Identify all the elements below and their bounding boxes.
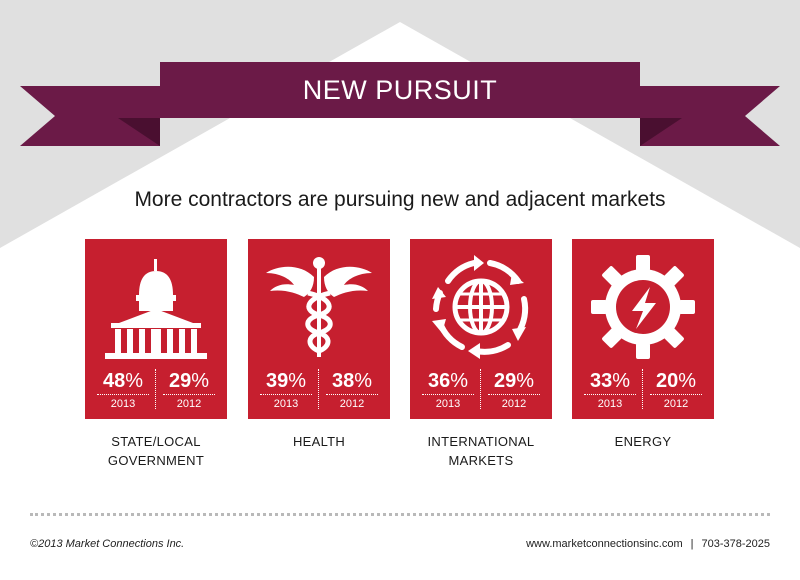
year-label: 2013 <box>584 394 636 411</box>
stat-2012: 29% 2012 <box>157 369 221 411</box>
market-label-energy: ENERGY <box>563 432 723 451</box>
market-card-international: 36% 2013 29% 2012 <box>410 239 552 419</box>
percent-unit: % <box>191 370 210 392</box>
label-line: HEALTH <box>292 434 346 449</box>
caduceus-icon <box>266 257 372 357</box>
label-line: ENERGY <box>614 434 672 449</box>
stat-2012: 38% 2012 <box>320 369 384 411</box>
percent-value: 20 <box>655 370 679 392</box>
stats: 39% 2013 38% 2012 <box>248 369 390 415</box>
capitol-building-icon <box>105 259 207 359</box>
label-line: MARKETS <box>448 453 514 468</box>
stat-divider <box>642 369 643 409</box>
percent-value: 29 <box>168 370 192 392</box>
market-card-health: 39% 2013 38% 2012 <box>248 239 390 419</box>
percent-value: 48 <box>102 370 126 392</box>
stats: 48% 2013 29% 2012 <box>85 369 227 415</box>
market-label-international: INTERNATIONAL MARKETS <box>401 432 561 470</box>
stat-2013: 33% 2013 <box>578 369 642 411</box>
subtitle: More contractors are pursuing new and ad… <box>134 188 666 211</box>
website-link[interactable]: www.marketconnectionsinc.com <box>526 538 683 550</box>
year-label: 2012 <box>488 394 540 411</box>
percent-unit: % <box>678 370 697 392</box>
percent-unit: % <box>516 370 535 392</box>
year-label: 2013 <box>260 394 312 411</box>
year-label: 2013 <box>422 394 474 411</box>
label-line: INTERNATIONAL <box>427 434 535 449</box>
stat-2012: 29% 2012 <box>482 369 546 411</box>
footer-contact: www.marketconnectionsinc.com | 703-378-202… <box>526 538 770 550</box>
globe-arrows-icon <box>432 255 529 359</box>
stat-2013: 48% 2013 <box>91 369 155 411</box>
footer-separator: | <box>690 538 694 550</box>
year-label: 2013 <box>97 394 149 411</box>
percent-unit: % <box>450 370 469 392</box>
percent-unit: % <box>125 370 144 392</box>
year-label: 2012 <box>650 394 702 411</box>
footer-divider <box>30 513 770 516</box>
stat-divider <box>480 369 481 409</box>
percent-value: 38 <box>331 370 355 392</box>
stat-2013: 39% 2013 <box>254 369 318 411</box>
percent-unit: % <box>288 370 307 392</box>
market-label-state-local: STATE/LOCAL GOVERNMENT <box>76 432 236 470</box>
banner-title: NEW PURSUIT <box>302 75 498 105</box>
label-line: STATE/LOCAL <box>111 434 201 449</box>
label-line: GOVERNMENT <box>107 453 205 468</box>
stat-2013: 36% 2013 <box>416 369 480 411</box>
market-label-health: HEALTH <box>239 432 399 451</box>
percent-value: 39 <box>265 370 289 392</box>
percent-unit: % <box>612 370 631 392</box>
market-card-energy: 33% 2013 20% 2012 <box>572 239 714 419</box>
stats: 33% 2013 20% 2012 <box>572 369 714 415</box>
percent-value: 29 <box>493 370 517 392</box>
phone-number: 703-378-2025 <box>701 538 770 550</box>
copyright-text: ©2013 Market Connections Inc. <box>30 538 185 550</box>
stat-divider <box>318 369 319 409</box>
percent-value: 36 <box>427 370 451 392</box>
stat-2012: 20% 2012 <box>644 369 708 411</box>
stats: 36% 2013 29% 2012 <box>410 369 552 415</box>
year-label: 2012 <box>326 394 378 411</box>
percent-value: 33 <box>589 370 613 392</box>
percent-unit: % <box>354 370 373 392</box>
year-label: 2012 <box>163 394 215 411</box>
stat-divider <box>155 369 156 409</box>
gear-lightning-icon <box>591 255 695 359</box>
market-card-state-local: 48% 2013 29% 2012 <box>85 239 227 419</box>
